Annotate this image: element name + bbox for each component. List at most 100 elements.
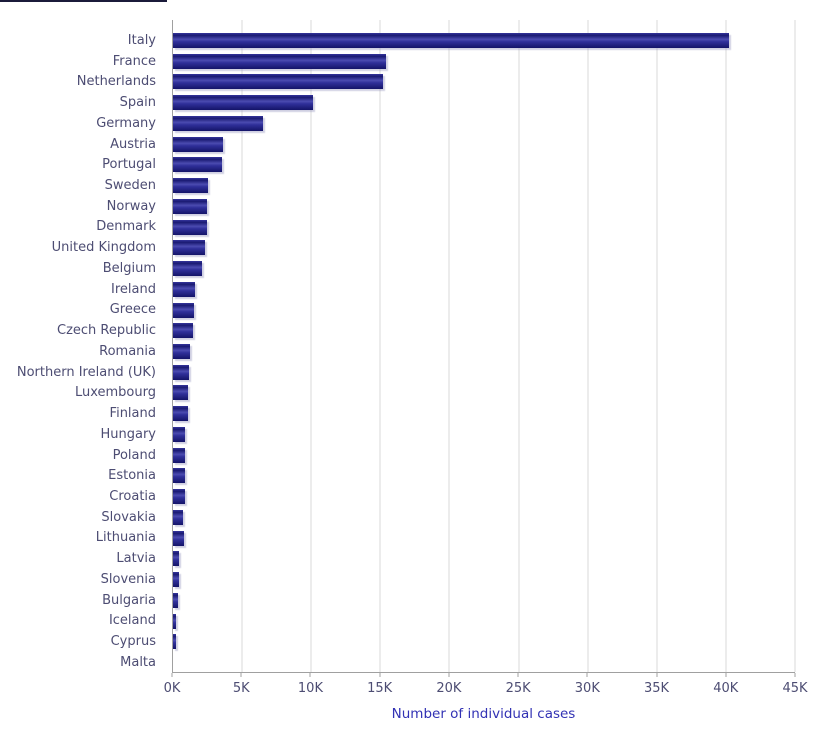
tick-mark [379,673,381,677]
bar-row-united-kingdom [173,237,795,258]
bar-iceland [173,613,177,629]
y-axis-category-labels: Italy France Netherlands Spain Germany Austri… [0,30,164,673]
bar-slovakia [173,509,183,525]
category-label-bulgaria: Bulgaria [102,592,156,608]
gridline [448,20,450,672]
x-tick-label-5k: 5K [232,681,250,696]
bar-poland [173,447,186,463]
x-axis: 0K 5K 10K 15K 20K 25K 30K 35K 40K 45K [164,673,808,705]
category-label-romania: Romania [99,343,156,359]
category-label-czech-republic: Czech Republic [57,323,156,339]
bar-czech-republic [173,323,194,339]
category-label-iceland: Iceland [108,613,156,629]
bar-row-netherlands [173,71,795,92]
bar-row-luxembourg [173,382,795,403]
category-label-greece: Greece [109,302,156,318]
category-label-netherlands: Netherlands [76,74,156,90]
bar-row-germany [173,113,795,134]
bar-row-iceland [173,611,795,632]
category-label-italy: Italy [127,32,156,48]
bar-row-slovakia [173,507,795,528]
bar-row-bulgaria [173,590,795,611]
gridline [379,20,381,672]
bar-row-ireland [173,279,795,300]
bar-row-norway [173,196,795,217]
gridline [241,20,243,672]
bar-hungary [173,426,186,442]
bar-row-italy [173,30,795,51]
bar-sweden [173,178,208,194]
category-label-ireland: Ireland [111,281,156,297]
x-tick-label-15k: 15K [367,681,393,696]
bar-row-belgium [173,258,795,279]
bar-row-spain [173,92,795,113]
category-label-denmark: Denmark [96,219,156,235]
x-axis-title: Number of individual cases [391,706,576,722]
gridline [794,20,796,672]
bar-bulgaria [173,592,178,608]
bar-austria [173,136,223,152]
bar-row-slovenia [173,569,795,590]
category-label-luxembourg: Luxembourg [74,385,156,401]
x-tick-label-25k: 25K [505,681,531,696]
category-label-united-kingdom: United Kingdom [51,240,156,256]
tick-mark [656,673,658,677]
category-label-norway: Norway [106,198,156,214]
x-tick-label-10k: 10K [297,681,323,696]
x-tick-label-40k: 40K [713,681,739,696]
bar-portugal [173,157,223,173]
bar-latvia [173,551,179,567]
bar-row-finland [173,403,795,424]
gridline [656,20,658,672]
bar-belgium [173,261,203,277]
x-tick-label-0k: 0K [163,681,181,696]
bar-slovenia [173,572,179,588]
tick-mark [517,673,519,677]
tick-mark [725,673,727,677]
category-label-spain: Spain [119,95,156,111]
bar-row-austria [173,134,795,155]
category-label-cyprus: Cyprus [110,634,156,650]
category-label-finland: Finland [109,406,156,422]
gridline [725,20,727,672]
bar-row-romania [173,341,795,362]
category-label-croatia: Croatia [109,489,156,505]
bar-row-estonia [173,465,795,486]
top-left-artifact-line [0,0,167,2]
bar-row-portugal [173,154,795,175]
gridline [310,20,312,672]
gridline [518,20,520,672]
category-label-slovenia: Slovenia [100,571,156,587]
x-tick-label-45k: 45K [782,681,808,696]
bar-row-sweden [173,175,795,196]
category-label-poland: Poland [112,447,156,463]
category-label-malta: Malta [120,654,156,670]
bar-lithuania [173,530,185,546]
category-label-lithuania: Lithuania [95,530,156,546]
bar-rows [173,30,795,673]
gridline [587,20,589,672]
bar-row-latvia [173,548,795,569]
category-label-sweden: Sweden [104,178,156,193]
bar-row-greece [173,300,795,321]
category-label-northern-ireland-uk: Northern Ireland (UK) [16,364,156,380]
bar-ireland [173,281,196,297]
bar-row-poland [173,445,795,466]
bar-denmark [173,219,207,235]
tick-mark [240,673,242,677]
bar-cyprus [173,634,176,650]
category-label-france: France [112,53,156,69]
bar-northern-ireland-uk [173,364,189,380]
bar-row-hungary [173,424,795,445]
bar-romania [173,344,191,360]
category-label-hungary: Hungary [100,426,156,442]
bar-spain [173,95,313,111]
bar-row-cyprus [173,631,795,652]
bar-france [173,53,386,69]
tick-mark [309,673,311,677]
bar-row-croatia [173,486,795,507]
x-tick-label-20k: 20K [436,681,462,696]
bar-norway [173,198,207,214]
tick-mark [586,673,588,677]
